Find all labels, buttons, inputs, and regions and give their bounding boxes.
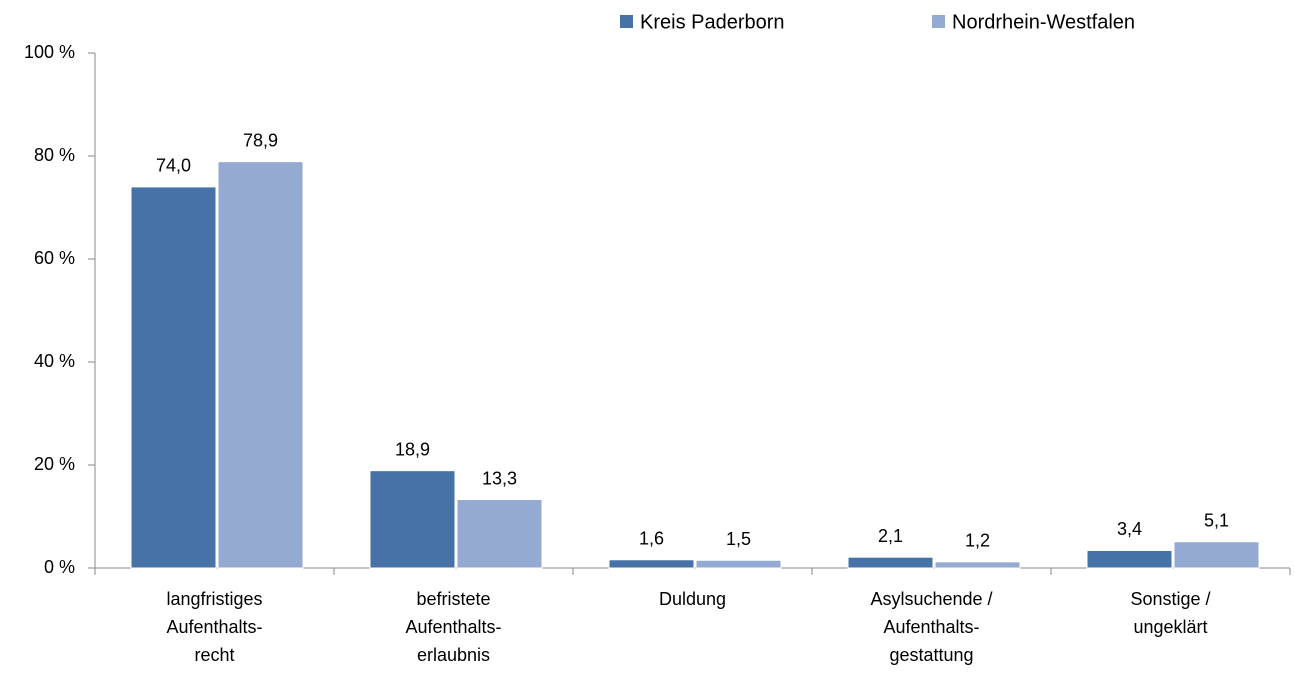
y-tick-label: 20 % (34, 454, 75, 474)
bar (130, 186, 217, 569)
legend-label: Nordrhein-Westfalen (952, 11, 1135, 33)
value-label: 1,5 (726, 529, 751, 549)
x-tick-label: langfristiges Aufenthalts- recht (166, 589, 263, 665)
value-label: 78,9 (243, 130, 278, 150)
value-label: 13,3 (482, 468, 517, 488)
value-label: 5,1 (1204, 510, 1229, 530)
legend-swatch (932, 15, 945, 28)
value-label: 18,9 (395, 439, 430, 459)
bar (847, 556, 934, 569)
y-tick-label: 100 % (24, 42, 75, 62)
value-label: 3,4 (1117, 519, 1142, 539)
value-label: 1,6 (639, 529, 664, 549)
y-tick-label: 0 % (44, 557, 75, 577)
legend-swatch (620, 15, 633, 28)
x-tick-label: Asylsuchende / Aufenthalts- gestattung (870, 589, 993, 665)
y-tick-label: 60 % (34, 248, 75, 268)
bar (456, 499, 543, 569)
value-label: 1,2 (965, 531, 990, 551)
y-tick-label: 80 % (34, 145, 75, 165)
value-label: 74,0 (156, 156, 191, 176)
bar (1173, 541, 1260, 569)
bar (217, 161, 304, 569)
y-tick-label: 40 % (34, 351, 75, 371)
bar (608, 559, 695, 569)
x-tick-label: Duldung (658, 589, 727, 609)
bar (1086, 549, 1173, 569)
bar (369, 470, 456, 569)
x-tick-label: Sonstige / ungeklärt (1130, 589, 1211, 637)
legend-label: Kreis Paderborn (640, 11, 785, 33)
bar (695, 559, 782, 569)
x-tick-label: befristete Aufenthalts- erlaubnis (405, 589, 502, 665)
bar (934, 561, 1021, 569)
value-label: 2,1 (878, 526, 903, 546)
